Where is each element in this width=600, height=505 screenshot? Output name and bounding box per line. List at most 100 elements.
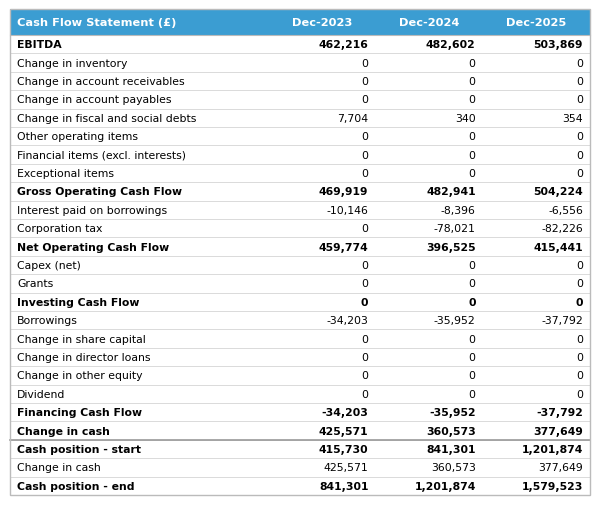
Text: 0: 0: [576, 279, 583, 289]
Bar: [10, 165, 590, 183]
Text: Cash position - end: Cash position - end: [17, 481, 134, 491]
Text: 0: 0: [361, 59, 368, 69]
Text: 377,649: 377,649: [533, 426, 583, 436]
Bar: [10, 55, 590, 73]
Text: Gross Operating Cash Flow: Gross Operating Cash Flow: [17, 187, 182, 197]
Text: 396,525: 396,525: [426, 242, 476, 252]
Bar: [10, 36, 590, 55]
Text: 340: 340: [455, 114, 476, 124]
Text: -37,792: -37,792: [541, 316, 583, 326]
Text: 0: 0: [361, 279, 368, 289]
Text: 0: 0: [469, 169, 476, 179]
Text: 0: 0: [576, 334, 583, 344]
Text: Change in cash: Change in cash: [17, 426, 110, 436]
Text: Dividend: Dividend: [17, 389, 65, 399]
Text: 1,579,523: 1,579,523: [521, 481, 583, 491]
Text: 459,774: 459,774: [319, 242, 368, 252]
Text: Change in cash: Change in cash: [17, 463, 101, 473]
Text: 482,602: 482,602: [426, 40, 476, 50]
Text: 0: 0: [469, 389, 476, 399]
Bar: [10, 330, 590, 348]
Text: 0: 0: [469, 279, 476, 289]
Text: 7,704: 7,704: [337, 114, 368, 124]
Bar: [10, 312, 590, 330]
Text: 0: 0: [468, 297, 476, 307]
Text: Interest paid on borrowings: Interest paid on borrowings: [17, 206, 167, 215]
Text: 354: 354: [562, 114, 583, 124]
Text: 0: 0: [361, 352, 368, 362]
Text: 0: 0: [576, 95, 583, 105]
Text: 0: 0: [361, 132, 368, 142]
Bar: [10, 238, 590, 257]
Text: Change in other equity: Change in other equity: [17, 371, 143, 381]
Text: 0: 0: [469, 132, 476, 142]
Text: 425,571: 425,571: [323, 463, 368, 473]
Text: 1,201,874: 1,201,874: [415, 481, 476, 491]
Text: 0: 0: [575, 297, 583, 307]
Bar: [10, 367, 590, 385]
Text: 503,869: 503,869: [533, 40, 583, 50]
Bar: [10, 110, 590, 128]
Text: -35,952: -35,952: [429, 408, 476, 417]
Bar: [10, 220, 590, 238]
Text: Change in inventory: Change in inventory: [17, 59, 127, 69]
Bar: [10, 128, 590, 146]
Text: -82,226: -82,226: [541, 224, 583, 234]
Text: Exceptional items: Exceptional items: [17, 169, 114, 179]
Bar: [10, 477, 590, 495]
Text: -6,556: -6,556: [548, 206, 583, 215]
Text: -34,203: -34,203: [322, 408, 368, 417]
Bar: [10, 73, 590, 91]
Text: Financial items (excl. interests): Financial items (excl. interests): [17, 150, 186, 160]
Text: -10,146: -10,146: [326, 206, 368, 215]
Text: 0: 0: [576, 352, 583, 362]
Text: 0: 0: [361, 77, 368, 87]
Text: -8,396: -8,396: [441, 206, 476, 215]
Text: 469,919: 469,919: [319, 187, 368, 197]
Bar: [10, 293, 590, 312]
Text: 0: 0: [361, 334, 368, 344]
Bar: [10, 459, 590, 477]
Text: -35,952: -35,952: [434, 316, 476, 326]
Text: 360,573: 360,573: [426, 426, 476, 436]
Text: 0: 0: [576, 261, 583, 271]
Text: 0: 0: [361, 224, 368, 234]
Text: 1,201,874: 1,201,874: [521, 444, 583, 454]
Text: 0: 0: [361, 389, 368, 399]
Text: 0: 0: [469, 59, 476, 69]
Bar: [10, 348, 590, 367]
Text: 425,571: 425,571: [319, 426, 368, 436]
Text: 0: 0: [576, 132, 583, 142]
Text: 462,216: 462,216: [319, 40, 368, 50]
Bar: [10, 183, 590, 201]
Text: Corporation tax: Corporation tax: [17, 224, 103, 234]
Bar: [10, 275, 590, 293]
Bar: [10, 10, 590, 36]
Text: 0: 0: [361, 169, 368, 179]
Bar: [10, 146, 590, 165]
Text: Change in account payables: Change in account payables: [17, 95, 172, 105]
Text: Cash Flow Statement (£): Cash Flow Statement (£): [17, 18, 176, 28]
Text: 841,301: 841,301: [319, 481, 368, 491]
Text: -78,021: -78,021: [434, 224, 476, 234]
Text: 0: 0: [469, 334, 476, 344]
Text: Investing Cash Flow: Investing Cash Flow: [17, 297, 139, 307]
Text: 482,941: 482,941: [426, 187, 476, 197]
Text: -34,203: -34,203: [326, 316, 368, 326]
Text: Net Operating Cash Flow: Net Operating Cash Flow: [17, 242, 169, 252]
Text: 0: 0: [361, 150, 368, 160]
Text: EBITDA: EBITDA: [17, 40, 62, 50]
Bar: [10, 385, 590, 403]
Text: Change in account receivables: Change in account receivables: [17, 77, 185, 87]
Text: 0: 0: [469, 352, 476, 362]
Text: Change in share capital: Change in share capital: [17, 334, 146, 344]
Text: Grants: Grants: [17, 279, 53, 289]
Text: 377,649: 377,649: [538, 463, 583, 473]
Text: Dec-2025: Dec-2025: [506, 18, 566, 28]
Text: 0: 0: [576, 150, 583, 160]
Text: Capex (net): Capex (net): [17, 261, 81, 271]
Text: 360,573: 360,573: [431, 463, 476, 473]
Text: 415,730: 415,730: [319, 444, 368, 454]
Text: 0: 0: [361, 297, 368, 307]
Text: Change in director loans: Change in director loans: [17, 352, 151, 362]
